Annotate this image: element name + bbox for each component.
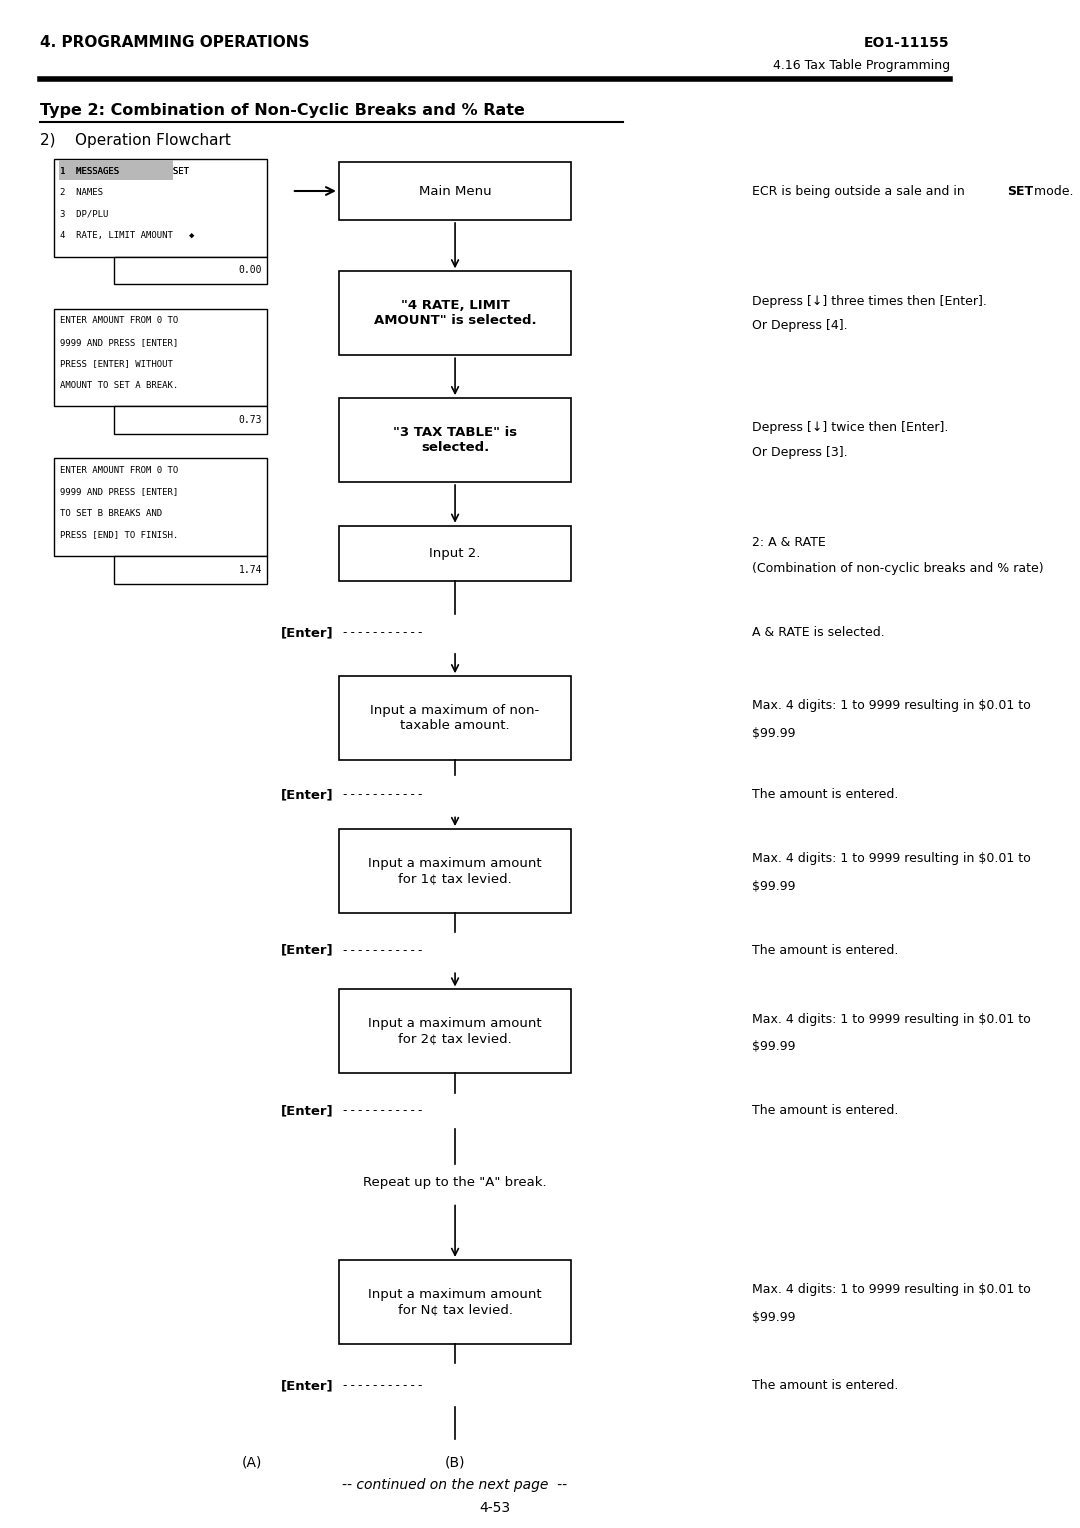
Bar (339, 990, 571, 1073)
Text: -----------: ----------- (334, 1380, 423, 1392)
Text: PRESS [ENTER] WITHOUT: PRESS [ENTER] WITHOUT (60, 359, 173, 368)
Text: 1  MESSAGES          SET: 1 MESSAGES SET (60, 167, 189, 176)
Text: Type 2: Combination of Non-Cyclic Breaks and % Rate: Type 2: Combination of Non-Cyclic Breaks… (40, 102, 525, 118)
Text: Depress [↓] three times then [Enter].: Depress [↓] three times then [Enter]. (752, 295, 987, 307)
Text: 1  MESSAGES          SET: 1 MESSAGES SET (60, 167, 189, 176)
Text: -----------: ----------- (334, 788, 423, 801)
Text: -----------: ----------- (334, 944, 423, 957)
Text: 9999 AND PRESS [ENTER]: 9999 AND PRESS [ENTER] (60, 338, 178, 347)
Text: Input a maximum amount
for N¢ tax levied.: Input a maximum amount for N¢ tax levied… (368, 1288, 542, 1316)
Text: 4.16 Tax Table Programming: 4.16 Tax Table Programming (772, 60, 949, 72)
Text: AMOUNT TO SET A BREAK.: AMOUNT TO SET A BREAK. (60, 380, 178, 390)
Text: ENTER AMOUNT FROM 0 TO: ENTER AMOUNT FROM 0 TO (60, 316, 178, 325)
Text: $99.99: $99.99 (752, 1041, 795, 1053)
Text: 3  DP/PLU: 3 DP/PLU (60, 209, 109, 219)
Text: PRESS [END] TO FINISH.: PRESS [END] TO FINISH. (60, 530, 178, 539)
Bar (339, 675, 571, 761)
Bar (113, 406, 267, 434)
Text: (Combination of non-cyclic breaks and % rate): (Combination of non-cyclic breaks and % … (752, 562, 1043, 575)
Bar (339, 526, 571, 581)
Text: 1.74: 1.74 (239, 565, 262, 575)
Text: (A): (A) (242, 1455, 262, 1470)
Text: Depress [↓] twice then [Enter].: Depress [↓] twice then [Enter]. (752, 422, 948, 434)
Bar (339, 1259, 571, 1345)
Text: Max. 4 digits: 1 to 9999 resulting in $0.01 to: Max. 4 digits: 1 to 9999 resulting in $0… (752, 1284, 1030, 1296)
Text: [Enter]: [Enter] (281, 788, 334, 801)
Text: The amount is entered.: The amount is entered. (752, 1380, 899, 1392)
Text: [Enter]: [Enter] (281, 944, 334, 957)
Bar (339, 399, 571, 483)
Text: 0.00: 0.00 (239, 266, 262, 275)
Text: The amount is entered.: The amount is entered. (752, 788, 899, 801)
Bar (339, 162, 571, 220)
Text: 9999 AND PRESS [ENTER]: 9999 AND PRESS [ENTER] (60, 487, 178, 497)
Text: Max. 4 digits: 1 to 9999 resulting in $0.01 to: Max. 4 digits: 1 to 9999 resulting in $0… (752, 853, 1030, 865)
Text: 2: A & RATE: 2: A & RATE (752, 536, 825, 549)
Text: -----------: ----------- (334, 1105, 423, 1117)
Text: ECR is being outside a sale and in: ECR is being outside a sale and in (752, 185, 969, 197)
Text: EO1-11155: EO1-11155 (864, 35, 949, 50)
Bar (54, 159, 267, 257)
Text: 4  RATE, LIMIT AMOUNT   ◆: 4 RATE, LIMIT AMOUNT ◆ (60, 231, 194, 240)
Bar (339, 830, 571, 914)
Text: $99.99: $99.99 (752, 727, 795, 740)
Text: -----------: ----------- (334, 626, 423, 639)
Text: ENTER AMOUNT FROM 0 TO: ENTER AMOUNT FROM 0 TO (60, 466, 178, 475)
Text: Max. 4 digits: 1 to 9999 resulting in $0.01 to: Max. 4 digits: 1 to 9999 resulting in $0… (752, 700, 1030, 712)
Text: mode.: mode. (1030, 185, 1074, 197)
Text: The amount is entered.: The amount is entered. (752, 1105, 899, 1117)
Bar (54, 458, 267, 556)
Text: 2  NAMES: 2 NAMES (60, 188, 104, 197)
Text: 2)    Operation Flowchart: 2) Operation Flowchart (40, 133, 230, 148)
Bar (113, 556, 267, 584)
Text: Main Menu: Main Menu (419, 185, 491, 197)
Text: Input a maximum of non-
taxable amount.: Input a maximum of non- taxable amount. (370, 704, 540, 732)
Text: Input a maximum amount
for 1¢ tax levied.: Input a maximum amount for 1¢ tax levied… (368, 857, 542, 885)
Text: [Enter]: [Enter] (281, 1380, 334, 1392)
Text: SET: SET (1007, 185, 1034, 197)
Bar (59, 160, 173, 180)
Text: [Enter]: [Enter] (281, 626, 334, 639)
Text: The amount is entered.: The amount is entered. (752, 944, 899, 957)
Bar (339, 272, 571, 354)
Text: [Enter]: [Enter] (281, 1105, 334, 1117)
Bar (113, 257, 267, 284)
Text: Input 2.: Input 2. (430, 547, 481, 559)
Text: (B): (B) (445, 1455, 465, 1470)
Text: Max. 4 digits: 1 to 9999 resulting in $0.01 to: Max. 4 digits: 1 to 9999 resulting in $0… (752, 1013, 1030, 1025)
Text: Or Depress [3].: Or Depress [3]. (752, 446, 848, 458)
Text: Or Depress [4].: Or Depress [4]. (752, 319, 848, 332)
Text: Repeat up to the "A" break.: Repeat up to the "A" break. (363, 1177, 546, 1189)
Text: Input a maximum amount
for 2¢ tax levied.: Input a maximum amount for 2¢ tax levied… (368, 1018, 542, 1045)
Text: -- continued on the next page  --: -- continued on the next page -- (342, 1478, 568, 1493)
Text: "3 TAX TABLE" is
selected.: "3 TAX TABLE" is selected. (393, 426, 517, 454)
Text: 4. PROGRAMMING OPERATIONS: 4. PROGRAMMING OPERATIONS (40, 35, 309, 50)
Text: TO SET B BREAKS AND: TO SET B BREAKS AND (60, 509, 162, 518)
Text: $99.99: $99.99 (752, 880, 795, 892)
Text: 0.73: 0.73 (239, 416, 262, 425)
Text: A & RATE is selected.: A & RATE is selected. (752, 626, 885, 639)
Text: $99.99: $99.99 (752, 1311, 795, 1323)
Text: "4 RATE, LIMIT
AMOUNT" is selected.: "4 RATE, LIMIT AMOUNT" is selected. (374, 299, 537, 327)
Text: 4-53: 4-53 (480, 1500, 510, 1516)
Bar (54, 309, 267, 406)
